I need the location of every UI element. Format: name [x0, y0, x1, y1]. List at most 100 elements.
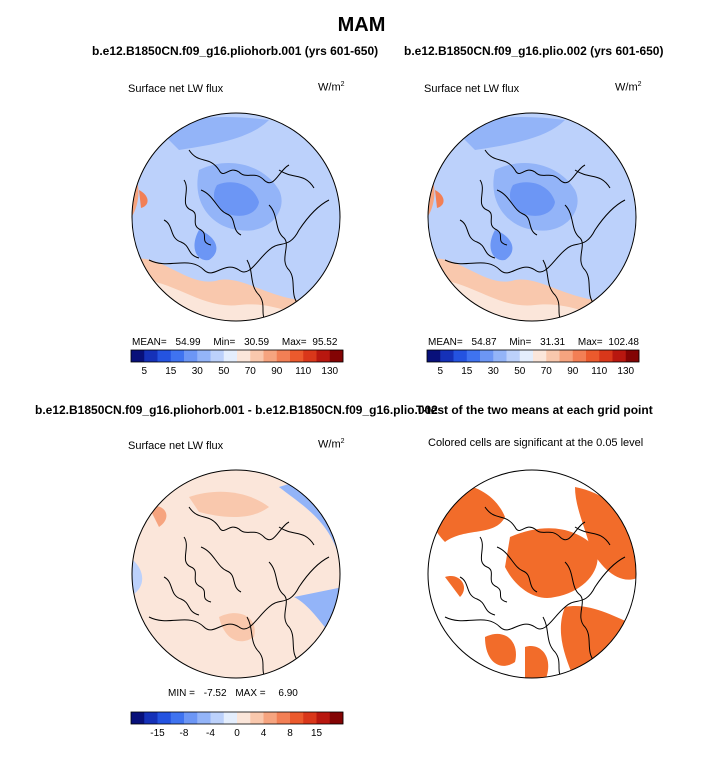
- panel-2-colorbar: 5 15 30 50 70 90 110 130: [426, 349, 640, 377]
- panel-3-min-value: -7.52: [203, 688, 227, 699]
- panel-2-max-value: 102.48: [608, 337, 639, 348]
- panel-3-stats: MIN = -7.52 MAX = 6.90: [168, 688, 298, 699]
- panel-1-warm-spot-west: [139, 190, 148, 208]
- panel-3-coastline: [183, 536, 212, 603]
- panel-2-units: W/m2: [615, 81, 642, 94]
- panel-2-colorbar-tick-label: 5: [437, 366, 443, 377]
- panel-3-title: b.e12.B1850CN.f09_g16.pliohorb.001 - b.e…: [35, 403, 438, 417]
- panel-1-colorbar-box: [290, 350, 304, 362]
- panel-1-colorbar-tick-label: 110: [295, 366, 311, 377]
- panel-2-variable-label: Surface net LW flux: [424, 83, 520, 95]
- panel-1-mean-value: 54.99: [175, 337, 201, 348]
- panel-2-colorbar-frame: [426, 349, 640, 363]
- panel-3-colorbar-box: [276, 712, 291, 724]
- panel-3-colorbar-tick-label: 15: [311, 728, 323, 739]
- panel-1-colorbar-box: [276, 350, 291, 362]
- panel-1-max-label: Max=: [281, 337, 307, 348]
- panel-1-colorbar-box: [263, 350, 278, 362]
- panel-2-colorbar-box: [572, 350, 587, 362]
- panel-3-colorbar-tick-label: -4: [206, 728, 215, 739]
- panel-4-polar-map: [427, 469, 637, 679]
- panel-1-min-label: Min=: [213, 337, 236, 348]
- panel-2-cold-core-arctic: [509, 182, 555, 216]
- panel-2-polar-map: [427, 112, 637, 322]
- panel-2-min-value: 31.31: [540, 337, 566, 348]
- panel-3-colorbar-box: [184, 712, 198, 724]
- panel-1-colorbar-tick-label: 15: [165, 366, 177, 377]
- panel-1-coastline: [163, 219, 200, 259]
- panel-1-colorbar-box: [250, 350, 264, 362]
- panel-3-colorbar-box: [237, 712, 251, 724]
- panel-4-coastline: [564, 561, 596, 663]
- panel-1-colorbar-tick-label: 90: [271, 366, 283, 377]
- panel-4-coastline: [459, 576, 496, 616]
- panel-1-colorbar-box: [184, 350, 198, 362]
- panel-1-coastline: [148, 199, 330, 274]
- panel-4-coastline: [574, 526, 611, 546]
- panel-3-colorbar-tick-label: 0: [234, 728, 240, 739]
- panel-1-colorbar-frame: [130, 349, 344, 363]
- panel-4-significant-region: [505, 528, 598, 598]
- panel-1-coastline: [188, 149, 290, 184]
- panel-1-cold-region-greenland: [194, 230, 217, 261]
- panel-3-colorbar-box: [210, 712, 225, 724]
- panel-3-colorbar-box: [131, 712, 145, 724]
- panel-3-colorbar-box: [144, 712, 158, 724]
- panel-1-variable-label: Surface net LW flux: [128, 83, 224, 95]
- panel-4-significant-region: [525, 646, 549, 678]
- panel-1-cold-core-arctic: [213, 182, 259, 216]
- panel-2-colorbar-tick-label: 70: [541, 366, 553, 377]
- panel-2-coastline: [496, 189, 538, 236]
- panel-1-min-value: 30.59: [244, 337, 270, 348]
- panel-2-title: b.e12.B1850CN.f09_g16.plio.002 (yrs 601-…: [404, 44, 664, 58]
- panel-2-colorbar-box: [519, 350, 534, 362]
- panel-2-colorbar-tick-label: 50: [514, 366, 526, 377]
- panel-2-colorbar-box: [453, 350, 468, 362]
- panel-4-coastline: [542, 616, 564, 678]
- panel-3-min-label: MIN =: [168, 688, 195, 699]
- panel-1-colorbar-tick-label: 30: [192, 366, 204, 377]
- panel-1-coastline: [200, 189, 242, 236]
- panel-4-coastline: [444, 556, 626, 631]
- panel-3-colorbar-tick-label: 4: [261, 728, 267, 739]
- panel-2-stats: MEAN= 54.87 Min= 31.31 Max= 102.48: [428, 337, 639, 348]
- panel-4-map-border: [427, 469, 637, 679]
- panel-1-colorbar-tick-label: 70: [245, 366, 257, 377]
- panel-1-colorbar-box: [329, 350, 344, 362]
- panel-2-colorbar-tick-label: 30: [488, 366, 500, 377]
- panel-2-colorbar-tick-label: 90: [567, 366, 579, 377]
- panel-3-units: W/m2: [318, 438, 345, 451]
- panel-3-colorbar-frame: [130, 711, 344, 725]
- panel-1-stats: MEAN= 54.99 Min= 30.59 Max= 95.52: [132, 337, 337, 348]
- panel-2-coastline: [479, 179, 508, 246]
- panel-2-colorbar-box: [612, 350, 627, 362]
- panel-4-coastline: [496, 546, 538, 593]
- panel-2-colorbar-box: [599, 350, 613, 362]
- panel-4-significant-region: [445, 576, 465, 597]
- panel-2-mean-value: 54.87: [471, 337, 497, 348]
- panel-1-coastline: [278, 169, 315, 189]
- panel-3-coastline: [148, 556, 330, 631]
- panel-2-colorbar-box: [493, 350, 507, 362]
- panel-1-colorbar-tick-label: 130: [321, 366, 338, 377]
- panel-4-coastline: [484, 506, 586, 541]
- panel-3-coastline: [246, 616, 268, 678]
- panel-2-coastline: [444, 199, 626, 274]
- panel-1-polar-map: [131, 112, 341, 322]
- panel-3-colorbar-box: [316, 712, 331, 724]
- panel-3-map-border: [131, 469, 341, 679]
- panel-1-colorbar: 5 15 30 50 70 90 110 130: [130, 349, 344, 377]
- panel-3-max-label: MAX =: [235, 688, 266, 699]
- panel-1-colorbar-box: [197, 350, 211, 362]
- panel-3-colorbar-box: [290, 712, 304, 724]
- panel-2-colorbar-box: [506, 350, 521, 362]
- panel-2-colorbar-box: [625, 350, 640, 362]
- panel-1-coastline: [268, 204, 300, 306]
- panel-3-colorbar-box: [329, 712, 344, 724]
- panel-4-significant-region: [485, 633, 516, 666]
- panel-2-cold-region-greenland: [490, 230, 513, 261]
- panel-1-colorbar-box: [210, 350, 225, 362]
- panel-3-colorbar-box: [263, 712, 278, 724]
- panel-1-colorbar-box: [316, 350, 331, 362]
- panel-2-colorbar-box: [480, 350, 494, 362]
